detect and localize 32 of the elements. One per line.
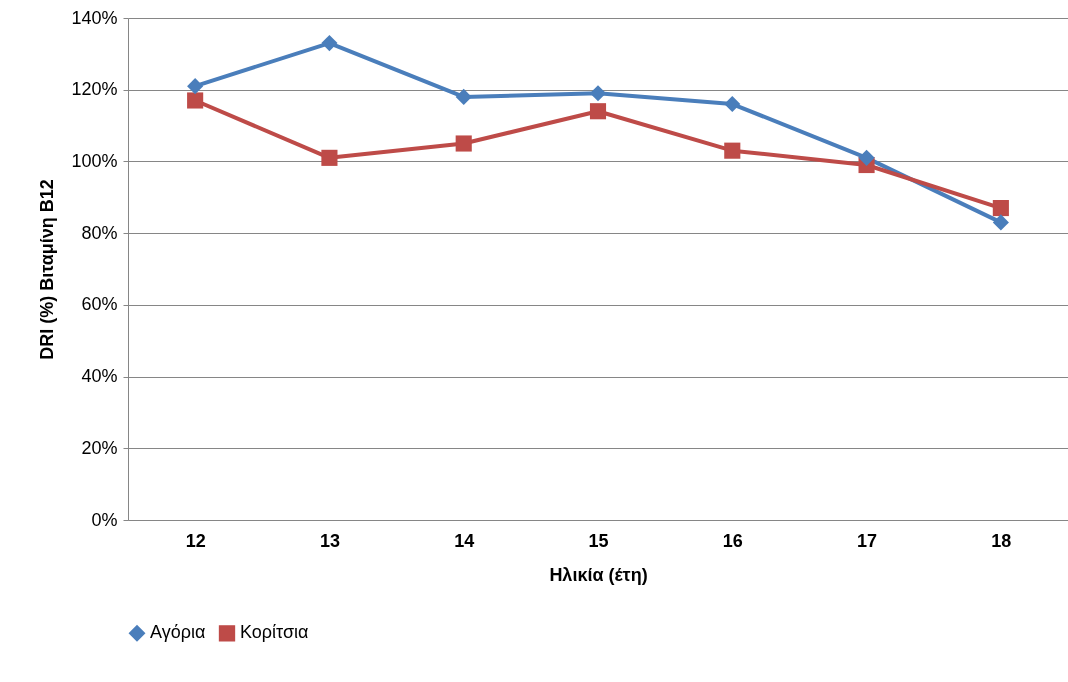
y-tick-label: 80%: [81, 222, 118, 243]
point: [455, 88, 472, 105]
y-tick-label: 120%: [71, 79, 118, 100]
x-tick-label: 15: [588, 530, 609, 551]
x-tick-label: 12: [185, 530, 206, 551]
y-tick-label: 20%: [81, 437, 118, 458]
point: [992, 199, 1009, 217]
x-tick-label: 18: [991, 530, 1012, 551]
point: [321, 149, 338, 166]
y-tick-label: 40%: [81, 366, 118, 387]
point: [724, 142, 741, 159]
point: [589, 85, 607, 102]
point: [455, 135, 472, 152]
x-tick-label: 13: [319, 530, 340, 551]
point: [724, 96, 741, 113]
x-tick-label: 16: [722, 530, 743, 551]
point: [187, 78, 204, 95]
y-tick-label: 100%: [71, 150, 118, 171]
point: [187, 92, 204, 109]
y-tick-label: 0%: [91, 509, 118, 530]
point: [321, 35, 338, 52]
y-axis-title: DRI (%) Βιταμίνη Β12: [37, 179, 58, 360]
legend-label: Κορίτσια: [240, 622, 309, 643]
legend-label: Αγόρια: [150, 622, 206, 643]
x-axis-title: Ηλικία (έτη): [549, 564, 648, 585]
y-tick-label: 60%: [81, 294, 118, 315]
point: [589, 103, 607, 120]
point: [992, 214, 1009, 231]
point: [858, 149, 875, 166]
x-tick-label: 17: [857, 530, 878, 551]
y-tick-label: 140%: [71, 7, 118, 28]
x-tick-label: 14: [454, 530, 475, 551]
